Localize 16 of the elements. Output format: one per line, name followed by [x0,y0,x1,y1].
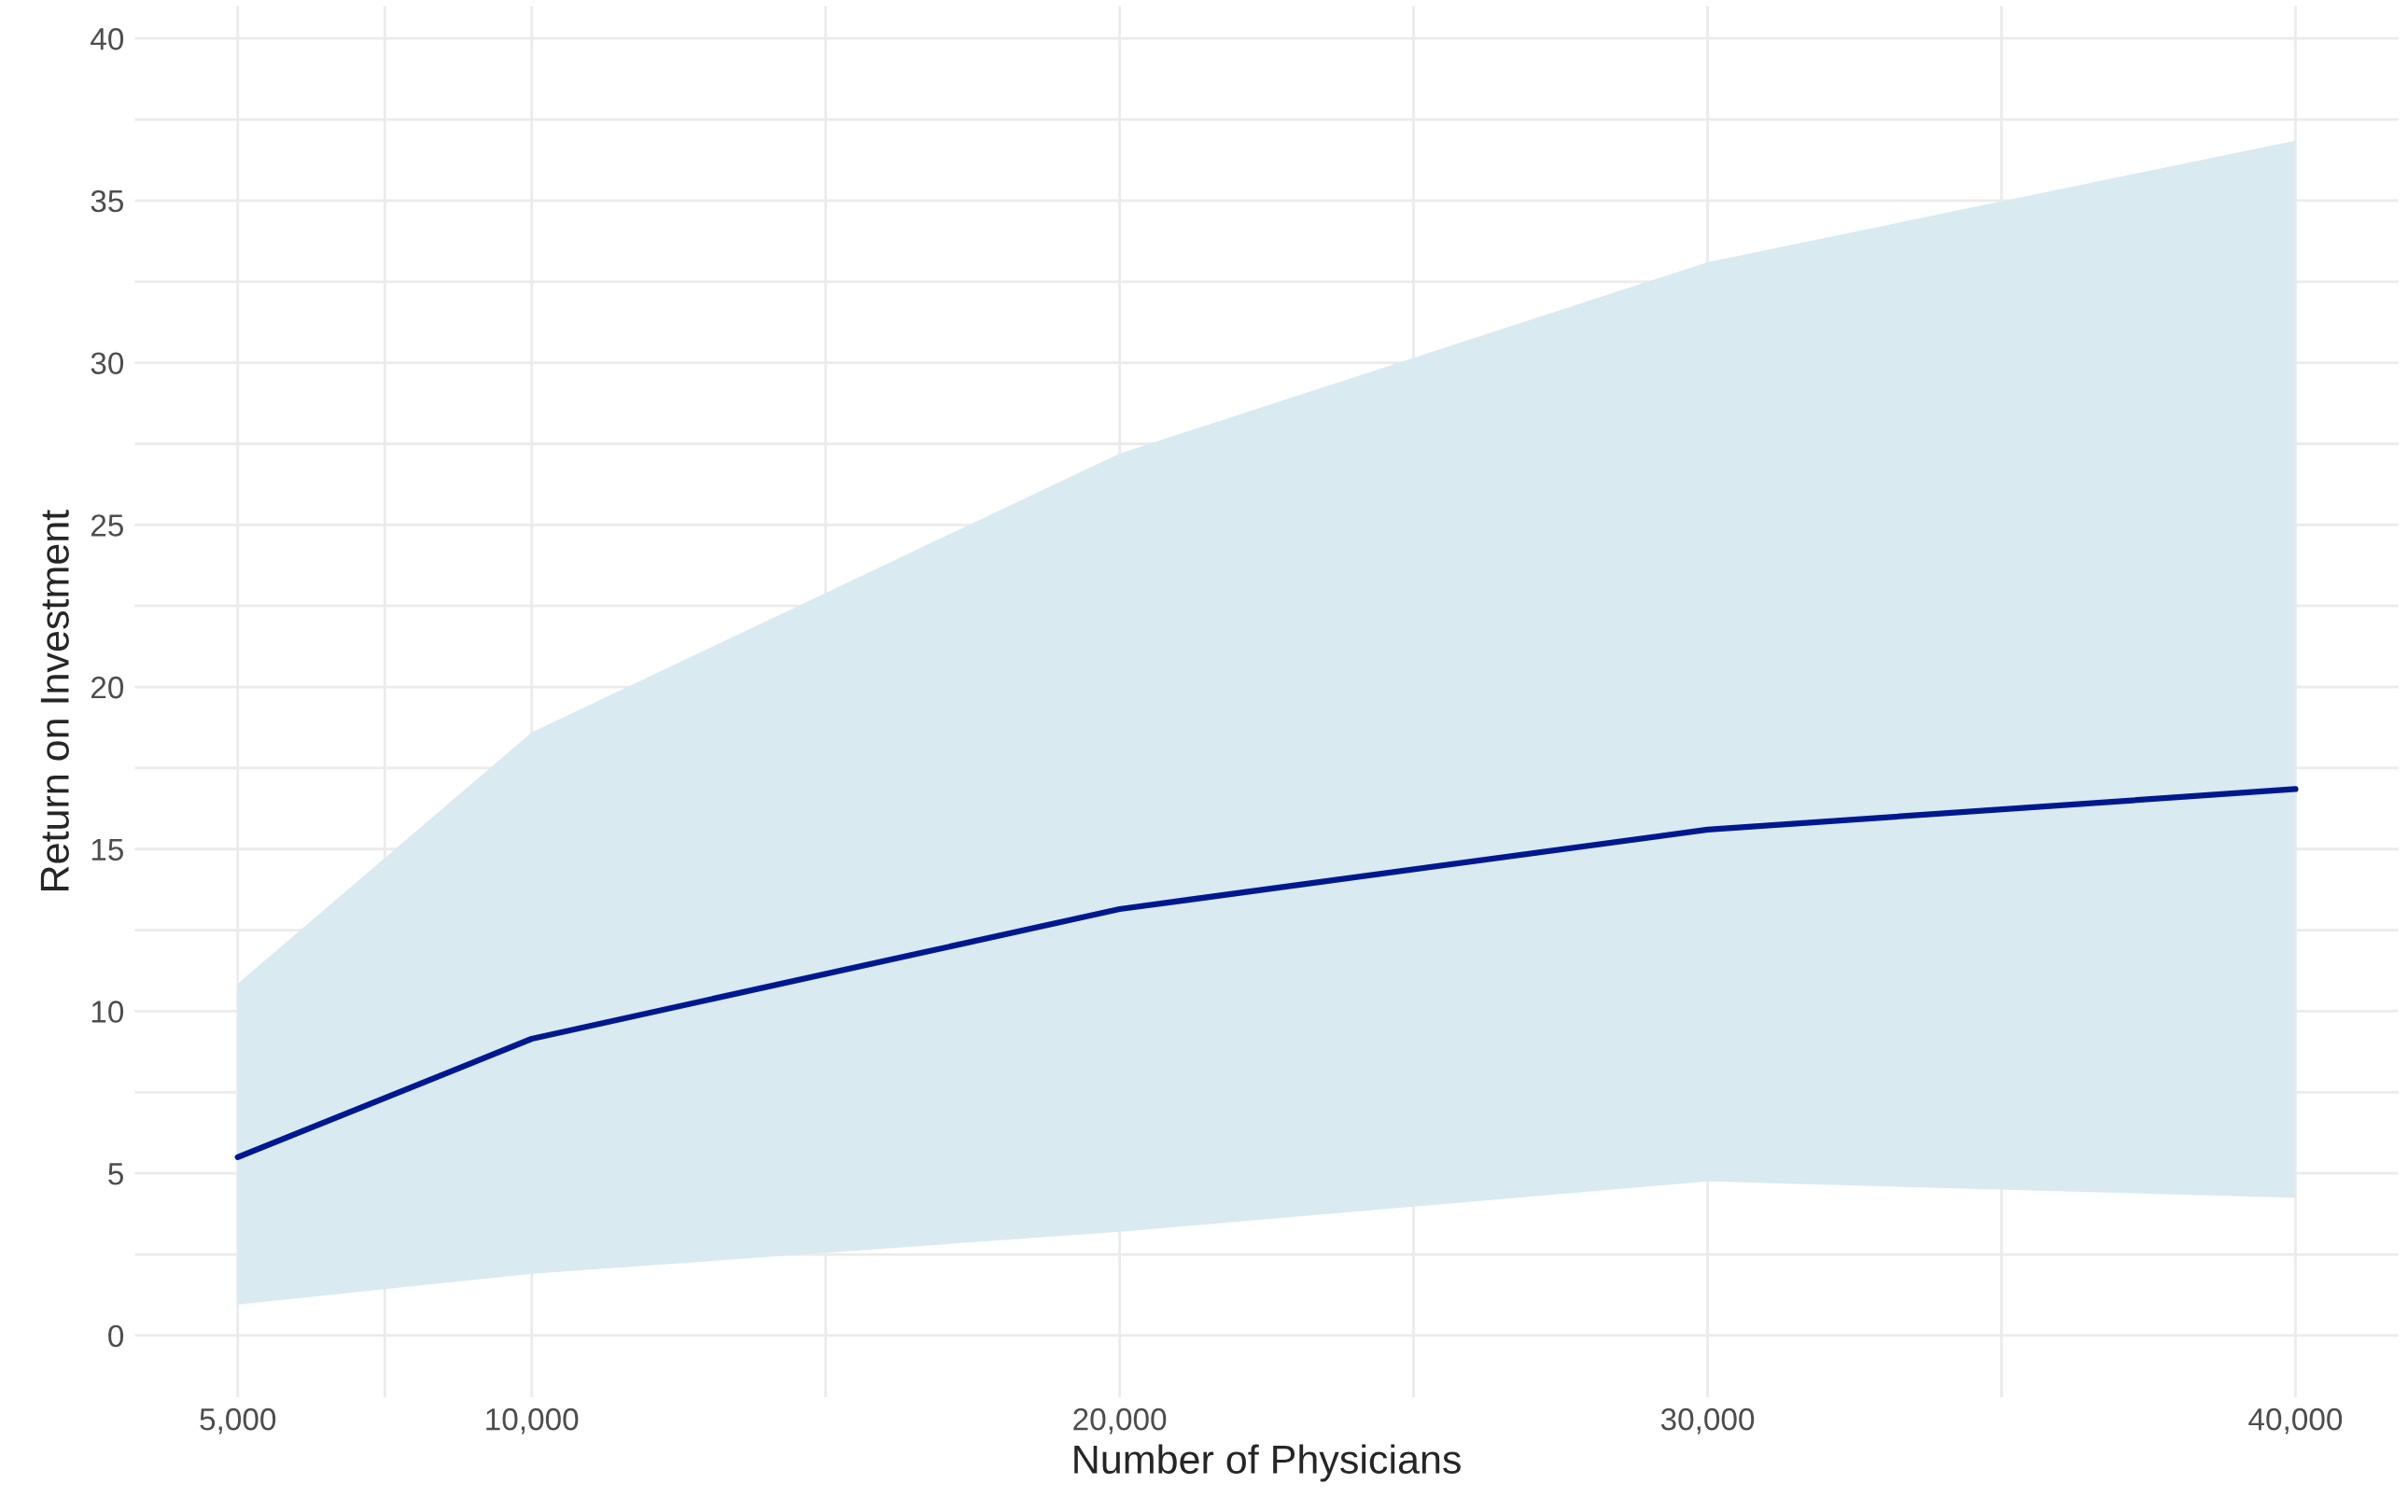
x-axis-title: Number of Physicians [1074,1444,1461,1482]
y-tick-label: 0 [108,1324,124,1348]
x-tick-label: 40,000 [2248,1407,2343,1435]
x-tick-label: 5,000 [200,1407,276,1435]
y-tick-label: 5 [108,1163,123,1185]
y-axis-title: Return on Investment [40,510,69,890]
x-tick-label: 30,000 [1660,1407,1755,1435]
y-tick-label: 35 [91,189,123,213]
y-tick-label: 10 [91,1001,124,1023]
x-tick-label: 20,000 [1073,1407,1167,1435]
x-tick-label: 10,000 [486,1407,579,1435]
y-tick-label: 20 [91,676,124,699]
y-tick-label: 15 [91,838,123,861]
y-tick-label: 30 [91,352,124,375]
y-tick-label: 25 [91,514,123,537]
y-tick-label: 40 [91,28,124,50]
